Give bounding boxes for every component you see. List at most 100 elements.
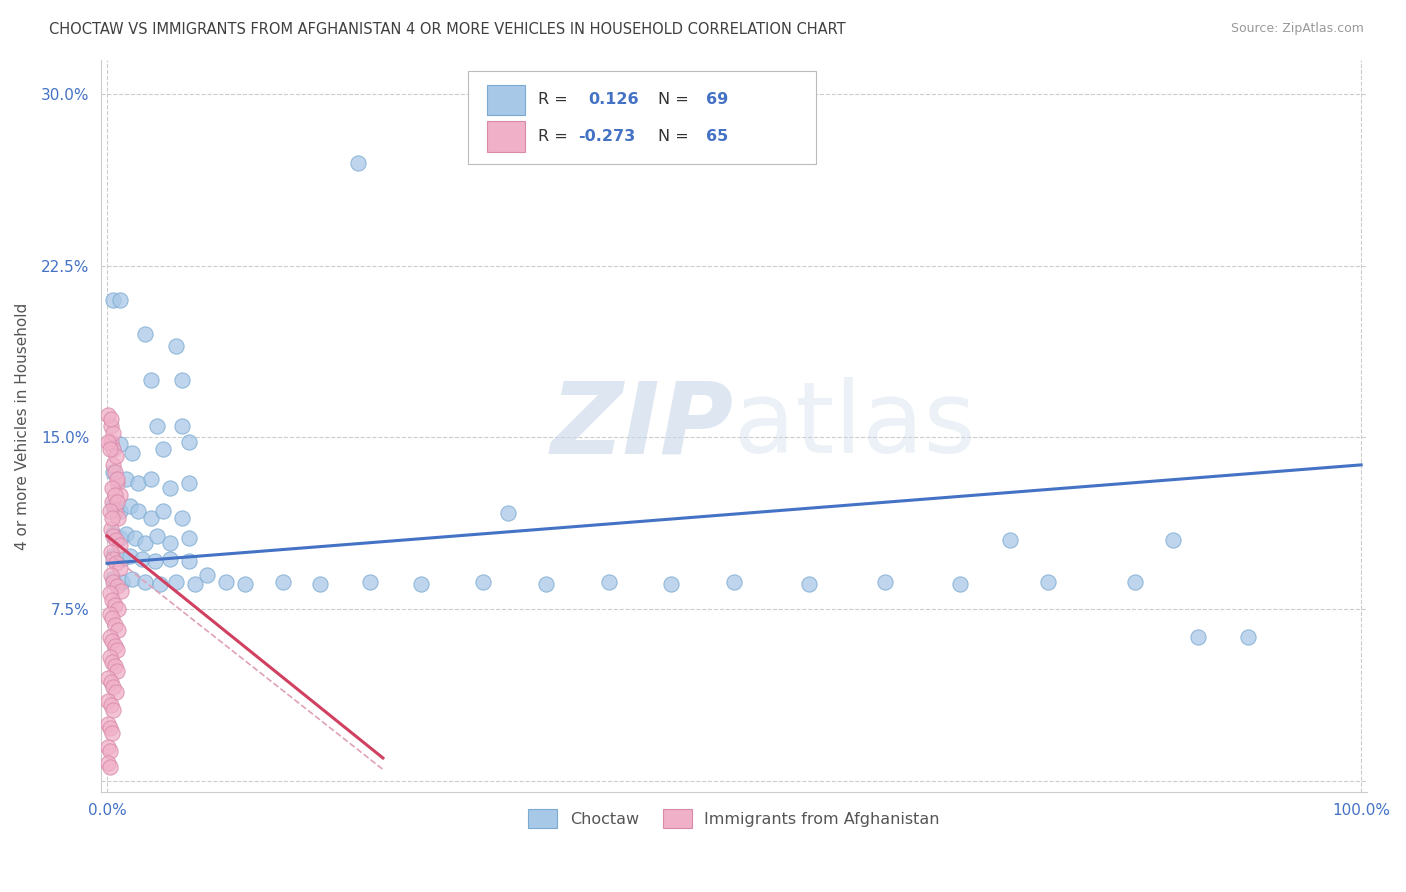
Point [104, 533, 127, 548]
Point [100, 567, 122, 582]
Point [103, 573, 125, 587]
Point [139, 510, 162, 524]
Point [103, 293, 125, 307]
Point [98, 721, 121, 735]
Text: Source: ZipAtlas.com: Source: ZipAtlas.com [1230, 22, 1364, 36]
Point [152, 442, 174, 456]
Point [177, 531, 200, 545]
Point [97, 756, 120, 770]
Point [101, 481, 124, 495]
Point [98, 442, 121, 456]
Text: CHOCTAW VS IMMIGRANTS FROM AFGHANISTAN 4 OR MORE VEHICLES IN HOUSEHOLD CORRELATI: CHOCTAW VS IMMIGRANTS FROM AFGHANISTAN 4… [49, 22, 846, 37]
Point [215, 574, 238, 589]
Point [100, 545, 122, 559]
Point [107, 510, 129, 524]
Point [409, 577, 432, 591]
Point [98, 586, 121, 600]
Point [598, 574, 620, 589]
Point [101, 634, 124, 648]
Point [103, 639, 125, 653]
Point [103, 458, 125, 472]
Point [195, 567, 218, 582]
FancyBboxPatch shape [486, 121, 524, 152]
Text: ZIP: ZIP [551, 377, 734, 475]
Point [271, 574, 294, 589]
Text: R =: R = [537, 93, 572, 107]
Point [121, 446, 143, 460]
Point [98, 607, 121, 621]
Point [177, 476, 200, 491]
Point [159, 481, 181, 495]
Point [114, 526, 136, 541]
Point [97, 671, 120, 685]
Point [103, 549, 125, 564]
Legend: Choctaw, Immigrants from Afghanistan: Choctaw, Immigrants from Afghanistan [520, 801, 948, 836]
Point [172, 373, 194, 387]
Point [104, 557, 127, 571]
Point [134, 327, 156, 342]
Point [152, 504, 174, 518]
Y-axis label: 4 or more Vehicles in Household: 4 or more Vehicles in Household [15, 302, 30, 549]
Point [110, 583, 132, 598]
Point [98, 744, 121, 758]
Point [100, 434, 122, 449]
Point [98, 504, 121, 518]
Text: 0.126: 0.126 [588, 93, 638, 107]
Point [1187, 630, 1209, 644]
Text: N =: N = [658, 93, 695, 107]
Point [124, 531, 146, 545]
Point [309, 577, 332, 591]
Point [108, 437, 131, 451]
Point [1036, 574, 1059, 589]
Point [139, 373, 162, 387]
Point [97, 694, 120, 708]
Point [101, 593, 124, 607]
Point [149, 577, 172, 591]
Point [103, 659, 125, 673]
Text: atlas: atlas [734, 377, 976, 475]
Point [111, 574, 134, 589]
Point [177, 554, 200, 568]
FancyBboxPatch shape [468, 70, 817, 164]
Point [998, 533, 1021, 548]
Point [101, 494, 124, 508]
Point [172, 510, 194, 524]
Point [100, 675, 122, 690]
Point [143, 554, 166, 568]
Text: N =: N = [658, 129, 695, 144]
Point [359, 574, 381, 589]
Point [100, 522, 122, 536]
Point [105, 472, 128, 486]
Point [1237, 630, 1260, 644]
Point [498, 506, 520, 520]
Point [103, 499, 125, 513]
Point [659, 577, 682, 591]
Point [1125, 574, 1147, 589]
Point [108, 504, 131, 518]
Point [172, 419, 194, 434]
Point [118, 499, 141, 513]
Point [103, 488, 125, 502]
Point [103, 465, 125, 479]
Text: -0.273: -0.273 [578, 129, 636, 144]
Point [97, 408, 120, 422]
Point [103, 574, 125, 589]
Point [114, 472, 136, 486]
Point [100, 412, 122, 426]
Point [97, 739, 120, 754]
Point [799, 577, 821, 591]
Point [159, 551, 181, 566]
Point [103, 598, 125, 612]
Point [131, 551, 153, 566]
Point [108, 538, 131, 552]
Point [97, 434, 120, 449]
Point [111, 551, 134, 566]
Point [165, 574, 187, 589]
Point [108, 293, 131, 307]
Text: 65: 65 [706, 129, 728, 144]
FancyBboxPatch shape [486, 85, 524, 115]
Point [101, 725, 124, 739]
Point [103, 551, 125, 566]
Point [103, 526, 125, 541]
Point [118, 549, 141, 564]
